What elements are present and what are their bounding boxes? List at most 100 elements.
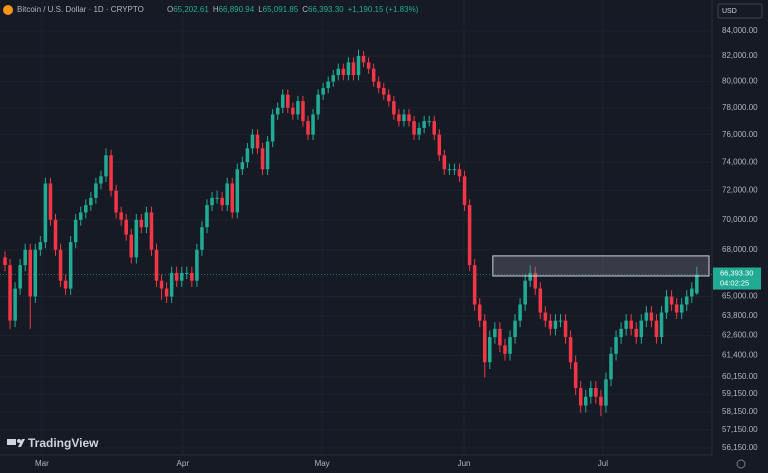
candle-body xyxy=(366,62,371,69)
y-tick-label: 82,000.00 xyxy=(722,51,758,60)
zone xyxy=(492,255,710,277)
candle-body xyxy=(73,219,78,243)
ohlc-key: H xyxy=(213,5,219,14)
candle-body xyxy=(538,288,543,313)
candle-body xyxy=(371,68,376,82)
candle-body xyxy=(63,280,68,289)
candle-body xyxy=(134,219,139,258)
candle-body xyxy=(58,249,63,281)
change: +1,190.15 (+1.83%) xyxy=(348,5,419,14)
candle-body xyxy=(174,272,179,281)
candle-body xyxy=(619,328,623,338)
candle-body xyxy=(190,272,194,281)
candle-body xyxy=(437,134,442,156)
candle-body xyxy=(195,249,199,281)
candle-body xyxy=(169,272,174,297)
candle-body xyxy=(634,328,639,338)
candle-body xyxy=(563,320,568,338)
settings-icon[interactable] xyxy=(736,459,746,469)
candle-body xyxy=(346,62,351,76)
candle-body xyxy=(669,296,674,305)
candle-body xyxy=(68,242,73,289)
candle-body xyxy=(336,68,341,76)
x-tick-label: Jul xyxy=(598,459,608,468)
candle-body xyxy=(558,320,563,322)
candle-body xyxy=(644,312,649,321)
currency[interactable]: USD xyxy=(722,8,737,15)
candle-body xyxy=(331,75,336,82)
candle-body xyxy=(387,94,391,102)
candle-body xyxy=(523,280,527,305)
candle-body xyxy=(553,320,558,329)
candle-body xyxy=(639,320,644,338)
candle-body xyxy=(275,107,280,115)
y-tick-label: 74,000.00 xyxy=(722,157,758,166)
y-tick-label: 61,400.00 xyxy=(722,351,758,360)
y-tick-label: 65,000.00 xyxy=(722,292,758,301)
ohlc-key: O xyxy=(167,5,173,14)
candle-body xyxy=(139,219,144,228)
candle-body xyxy=(341,68,346,76)
candle-body xyxy=(306,121,310,135)
ohlc-value: 66,890.94 xyxy=(219,5,255,14)
candle-body xyxy=(402,114,406,122)
candle-body xyxy=(215,197,219,199)
candle-body xyxy=(604,379,608,406)
candle-body xyxy=(250,134,255,149)
candle-body xyxy=(533,272,538,289)
candle-body xyxy=(296,101,300,115)
candle-body xyxy=(99,176,103,184)
candle-body xyxy=(260,148,265,170)
candle-body xyxy=(356,56,361,76)
candle-body xyxy=(407,114,411,122)
candle-body xyxy=(210,197,214,206)
candle-body xyxy=(159,280,164,289)
candle-body xyxy=(543,312,548,321)
candle-body xyxy=(104,155,108,177)
candle-body xyxy=(609,353,613,380)
candle-body xyxy=(119,212,123,220)
candle-body xyxy=(659,312,664,338)
candle-body xyxy=(301,101,305,122)
candle-body xyxy=(3,257,7,266)
candle-body xyxy=(381,88,386,95)
ohlc-value: 65,091.85 xyxy=(263,5,299,14)
y-tick-label: 58,150.00 xyxy=(722,407,758,416)
candle-body xyxy=(452,169,457,171)
x-tick-label: May xyxy=(315,459,330,468)
candle-body xyxy=(230,183,235,213)
candle-body xyxy=(629,320,633,329)
candle-body xyxy=(518,304,522,321)
price-label-box xyxy=(713,267,761,290)
candle-body xyxy=(205,205,209,228)
candle-body xyxy=(422,121,426,128)
candle-body xyxy=(442,155,447,170)
candle-body xyxy=(48,183,53,220)
y-tick-label: 70,000.00 xyxy=(722,215,758,224)
candle-body xyxy=(508,337,512,354)
brand-logo xyxy=(7,439,25,447)
candle-body xyxy=(488,337,492,363)
candle-body xyxy=(513,320,517,338)
price-label: 66,393.30 xyxy=(720,269,753,278)
candle-body xyxy=(498,328,502,346)
candle-body xyxy=(33,249,38,297)
y-tick-label: 60,150.00 xyxy=(722,372,758,381)
candle-body xyxy=(28,249,33,297)
candle-body xyxy=(417,127,421,135)
candle-body xyxy=(649,312,654,321)
ohlc-readout: O65,202.61 H66,890.94 L65,091.85 C66,393.30… xyxy=(167,5,419,14)
candle-body xyxy=(23,249,27,266)
y-tick-label: 56,150.00 xyxy=(722,443,758,452)
currency-button[interactable] xyxy=(717,3,763,19)
candle-body xyxy=(235,169,240,213)
brand: TradingView xyxy=(28,436,99,450)
ohlc-value: 65,202.61 xyxy=(173,5,209,14)
candle-body xyxy=(8,265,12,321)
candle-body xyxy=(690,288,694,297)
candle-body xyxy=(200,227,204,250)
candle-body xyxy=(326,81,330,89)
candle-body xyxy=(351,62,356,76)
